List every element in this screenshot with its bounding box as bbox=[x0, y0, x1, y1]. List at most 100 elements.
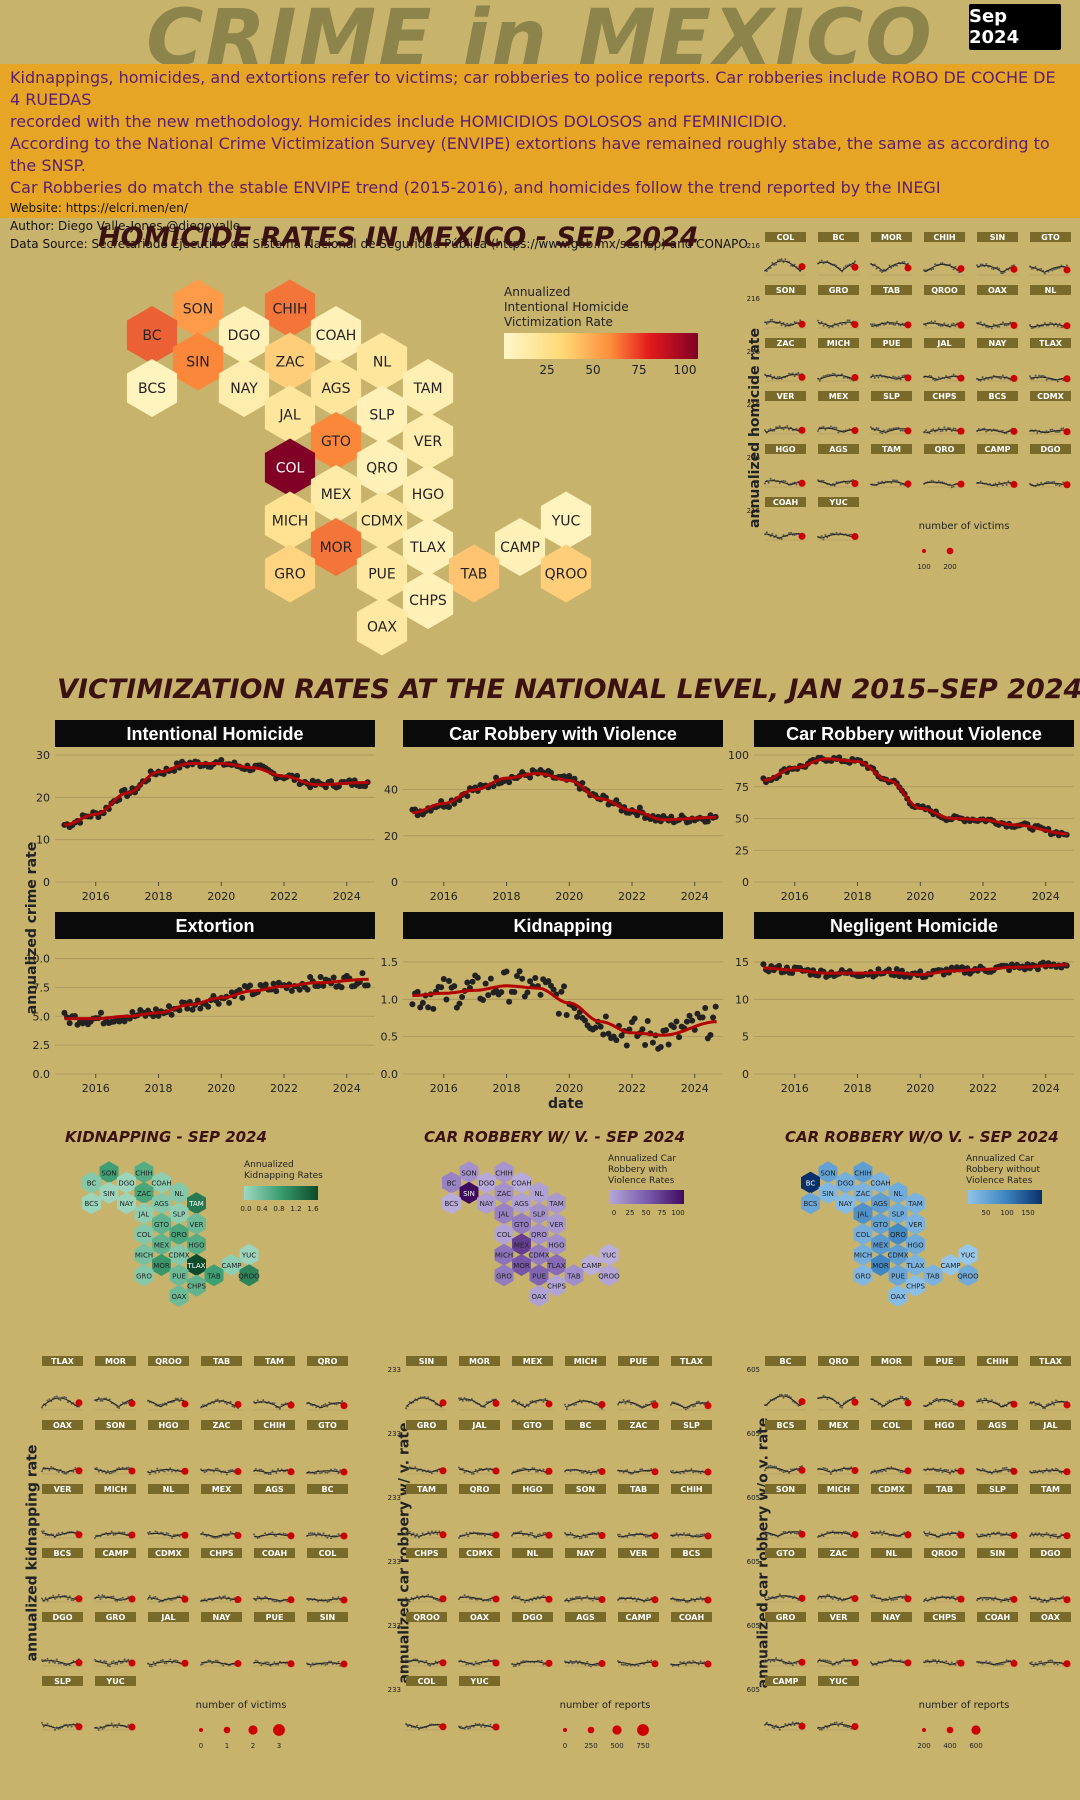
carnv-hex-mor bbox=[871, 1254, 890, 1276]
facet-point bbox=[405, 1596, 407, 1599]
data-point bbox=[469, 978, 476, 985]
facet-last-point bbox=[128, 1399, 136, 1407]
kidnap-label-col: COL bbox=[137, 1231, 151, 1239]
homicide-facet-strip bbox=[871, 285, 912, 295]
y-tick-label: 0 bbox=[43, 876, 50, 889]
facet-trend bbox=[764, 533, 803, 539]
facet-point bbox=[822, 479, 825, 482]
facet-point bbox=[116, 1599, 119, 1602]
kidnap-facet-label: COAH bbox=[262, 1549, 287, 1558]
homicide-facet-label: CAMP bbox=[985, 445, 1011, 454]
facet-point bbox=[106, 1664, 109, 1667]
carv-size-legend-value: 750 bbox=[636, 1742, 649, 1750]
facet-point bbox=[793, 375, 796, 378]
facet-point bbox=[879, 431, 882, 434]
facet-point bbox=[1047, 1659, 1050, 1662]
facet-point bbox=[795, 427, 798, 430]
facet-point bbox=[789, 322, 792, 325]
carnv-label-camp: CAMP bbox=[941, 1262, 961, 1270]
carv-facet-strip bbox=[406, 1420, 447, 1430]
homicide-hex-zac bbox=[264, 332, 316, 391]
facet-trend bbox=[976, 429, 1015, 434]
carnv-facet-strip bbox=[1030, 1612, 1071, 1622]
kidnap-facet-strip bbox=[307, 1356, 348, 1366]
facet-last-point bbox=[904, 1467, 912, 1475]
facet-point bbox=[264, 1472, 267, 1475]
facet-point bbox=[105, 1397, 108, 1400]
carv-hex-ags bbox=[512, 1192, 531, 1215]
kidnap-facet-label: PUE bbox=[266, 1613, 284, 1622]
facet-point bbox=[952, 1595, 955, 1598]
homicide-facet-strip bbox=[1030, 232, 1071, 242]
facet-trend bbox=[870, 1596, 909, 1601]
facet-point bbox=[264, 1661, 267, 1664]
facet-point bbox=[624, 1598, 627, 1601]
facet-point bbox=[1058, 430, 1061, 433]
facet-point bbox=[1049, 1596, 1052, 1599]
data-point bbox=[644, 1018, 651, 1025]
facet-trend bbox=[253, 1533, 292, 1538]
facet-point bbox=[112, 1725, 115, 1728]
kidnap-label-yuc: YUC bbox=[241, 1252, 256, 1260]
carv-facet-label: NAY bbox=[577, 1549, 595, 1558]
facet-point bbox=[97, 1594, 100, 1597]
kidnap-label-jal: JAL bbox=[138, 1211, 150, 1219]
website-link[interactable]: Website: https://elcri.men/en/ bbox=[10, 201, 188, 215]
homicide-hex-qroo bbox=[540, 544, 592, 603]
facet-point bbox=[427, 1531, 430, 1534]
data-point bbox=[631, 1015, 638, 1022]
facet-point bbox=[408, 1530, 411, 1533]
facet-point bbox=[618, 1596, 621, 1599]
facet-point bbox=[788, 1472, 791, 1475]
facet-point bbox=[436, 1470, 439, 1473]
carv-hex-ver bbox=[547, 1212, 566, 1235]
data-point bbox=[482, 980, 489, 987]
facet-point bbox=[675, 1599, 678, 1602]
facet-point bbox=[586, 1472, 589, 1475]
kidnap-facet-strip bbox=[42, 1484, 83, 1494]
facet-point bbox=[569, 1597, 572, 1600]
facet-point bbox=[597, 1468, 600, 1471]
data-point bbox=[673, 1018, 680, 1025]
facet-point bbox=[985, 1598, 988, 1601]
facet-point bbox=[571, 1662, 574, 1665]
facet-point bbox=[1045, 1601, 1048, 1604]
facet-point bbox=[406, 1600, 409, 1603]
carv-label-tam: TAM bbox=[548, 1200, 564, 1208]
facet-point bbox=[512, 1595, 515, 1598]
facet-point bbox=[470, 1597, 473, 1600]
facet-point bbox=[697, 1663, 700, 1666]
facet-last-point bbox=[545, 1659, 553, 1667]
facet-point bbox=[888, 322, 891, 325]
homicide-label-nl: NL bbox=[373, 355, 391, 371]
facet-point bbox=[690, 1597, 693, 1600]
facet-point bbox=[828, 1660, 831, 1663]
facet-point bbox=[72, 1470, 75, 1473]
facet-point bbox=[873, 376, 876, 379]
carv-legend-bar bbox=[610, 1190, 684, 1204]
facet-trend bbox=[976, 1597, 1015, 1602]
facet-point bbox=[148, 1665, 151, 1668]
carv-hex-sin bbox=[459, 1181, 479, 1204]
facet-point bbox=[617, 1533, 619, 1536]
facet-point bbox=[469, 1726, 472, 1729]
carv-facet-label: QRO bbox=[470, 1485, 490, 1494]
facet-point bbox=[791, 1597, 794, 1600]
facet-point bbox=[580, 1598, 583, 1601]
facet-point bbox=[110, 1722, 113, 1725]
facet-point bbox=[943, 322, 946, 325]
facet-point bbox=[487, 1658, 490, 1661]
carnv-ymax-label: 605 bbox=[747, 1430, 760, 1438]
carnv-label-dgo: DGO bbox=[837, 1180, 854, 1188]
carnv-label-qroo: QROO bbox=[957, 1272, 979, 1280]
facet-point bbox=[771, 1726, 774, 1729]
data-point bbox=[98, 1009, 105, 1016]
facet-point bbox=[987, 1598, 990, 1601]
facet-point bbox=[1049, 1659, 1052, 1662]
carnv-facet-label: SLP bbox=[989, 1485, 1006, 1494]
facet-last-point bbox=[904, 374, 912, 382]
facet-trend bbox=[94, 1532, 133, 1537]
facet-trend bbox=[405, 1724, 444, 1729]
facet-point bbox=[948, 1534, 951, 1537]
